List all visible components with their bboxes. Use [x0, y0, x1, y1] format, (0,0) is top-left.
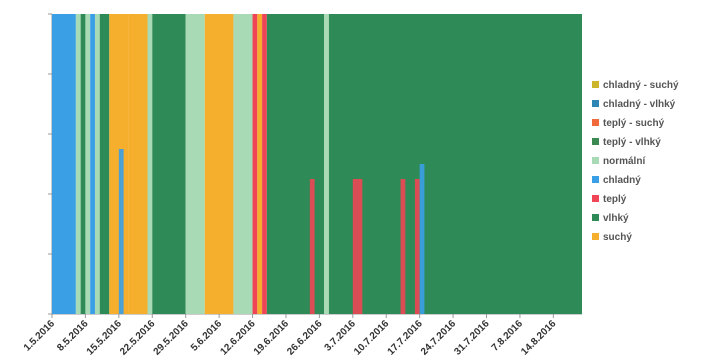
x-tick-label: 12.6.2016	[218, 318, 258, 358]
legend-swatch-vlhky	[592, 214, 599, 221]
legend-label-chladny: chladný	[603, 175, 641, 186]
legend-label-suchy: suchý	[603, 232, 632, 243]
period-bar-vlhky	[152, 14, 186, 314]
legend-swatch-teply_vlhky	[592, 138, 599, 145]
legend-swatch-chladny_vlhky	[592, 100, 599, 107]
y-axis-ticks	[48, 13, 52, 315]
period-bar-teply	[262, 14, 267, 314]
period-bar-vlhky	[266, 14, 325, 314]
partial-bar-chladny	[118, 149, 124, 314]
category-bars	[52, 14, 582, 314]
partial-bar-teply	[414, 179, 420, 314]
period-bar-normalni	[75, 14, 81, 314]
legend-swatch-normalni	[592, 157, 599, 164]
period-bar-vlhky	[99, 14, 110, 314]
partial-bar-teply	[352, 179, 358, 314]
period-bar-teply	[252, 14, 258, 314]
x-tick-label: 15.5.2016	[85, 318, 125, 358]
x-tick-label: 29.5.2016	[152, 318, 192, 358]
period-bar-normalni	[85, 14, 91, 314]
x-tick-label: 1.5.2016	[22, 318, 58, 354]
legend-label-normalni: normální	[603, 156, 646, 167]
x-tick-label: 17.7.2016	[386, 318, 426, 358]
period-bar-normalni	[233, 14, 253, 314]
period-bar-vlhky	[80, 14, 86, 314]
partial-bar-teply	[400, 179, 406, 314]
partial-day-bars	[118, 149, 425, 314]
legend: chladný - suchý chladný - vlhký teplý - su…	[592, 80, 679, 243]
partial-bar-teply	[357, 179, 363, 314]
legend-swatch-teply	[592, 195, 599, 202]
x-tick-label: 22.5.2016	[118, 318, 158, 358]
period-bar-suchy	[204, 14, 234, 314]
period-bar-chladny	[90, 14, 95, 314]
period-bar-suchy	[128, 14, 148, 314]
period-bar-normalni	[324, 14, 329, 314]
period-bar-normalni	[185, 14, 205, 314]
period-bar-normalni	[94, 14, 100, 314]
period-bar-suchy	[257, 14, 263, 314]
x-axis-ticks: 1.5.20168.5.201615.5.201622.5.201629.5.2…	[22, 314, 559, 358]
legend-label-vlhky: vlhký	[603, 213, 629, 224]
x-tick-label: 19.6.2016	[252, 318, 292, 358]
x-tick-label: 10.7.2016	[352, 318, 392, 358]
period-bar-normalni	[147, 14, 153, 314]
period-bar-vlhky	[328, 14, 582, 314]
partial-bar-chladny	[419, 164, 425, 314]
legend-label-chladny_vlhky: chladný - vlhký	[603, 99, 676, 110]
x-tick-label: 24.7.2016	[419, 318, 459, 358]
period-bar-chladny	[52, 14, 76, 314]
legend-label-chladny_suchy: chladný - suchý	[603, 80, 679, 91]
x-tick-label: 26.6.2016	[285, 318, 325, 358]
legend-label-teply_vlhky: teplý - vlhký	[603, 137, 661, 148]
legend-label-teply_suchy: teplý - suchý	[603, 118, 665, 129]
legend-swatch-chladny_suchy	[592, 81, 599, 88]
legend-swatch-chladny	[592, 176, 599, 183]
x-tick-label: 31.7.2016	[452, 318, 492, 358]
x-tick-label: 14.8.2016	[519, 318, 559, 358]
legend-swatch-teply_suchy	[592, 119, 599, 126]
partial-bar-teply	[309, 179, 315, 314]
legend-swatch-suchy	[592, 233, 599, 240]
legend-label-teply: teplý	[603, 194, 627, 205]
